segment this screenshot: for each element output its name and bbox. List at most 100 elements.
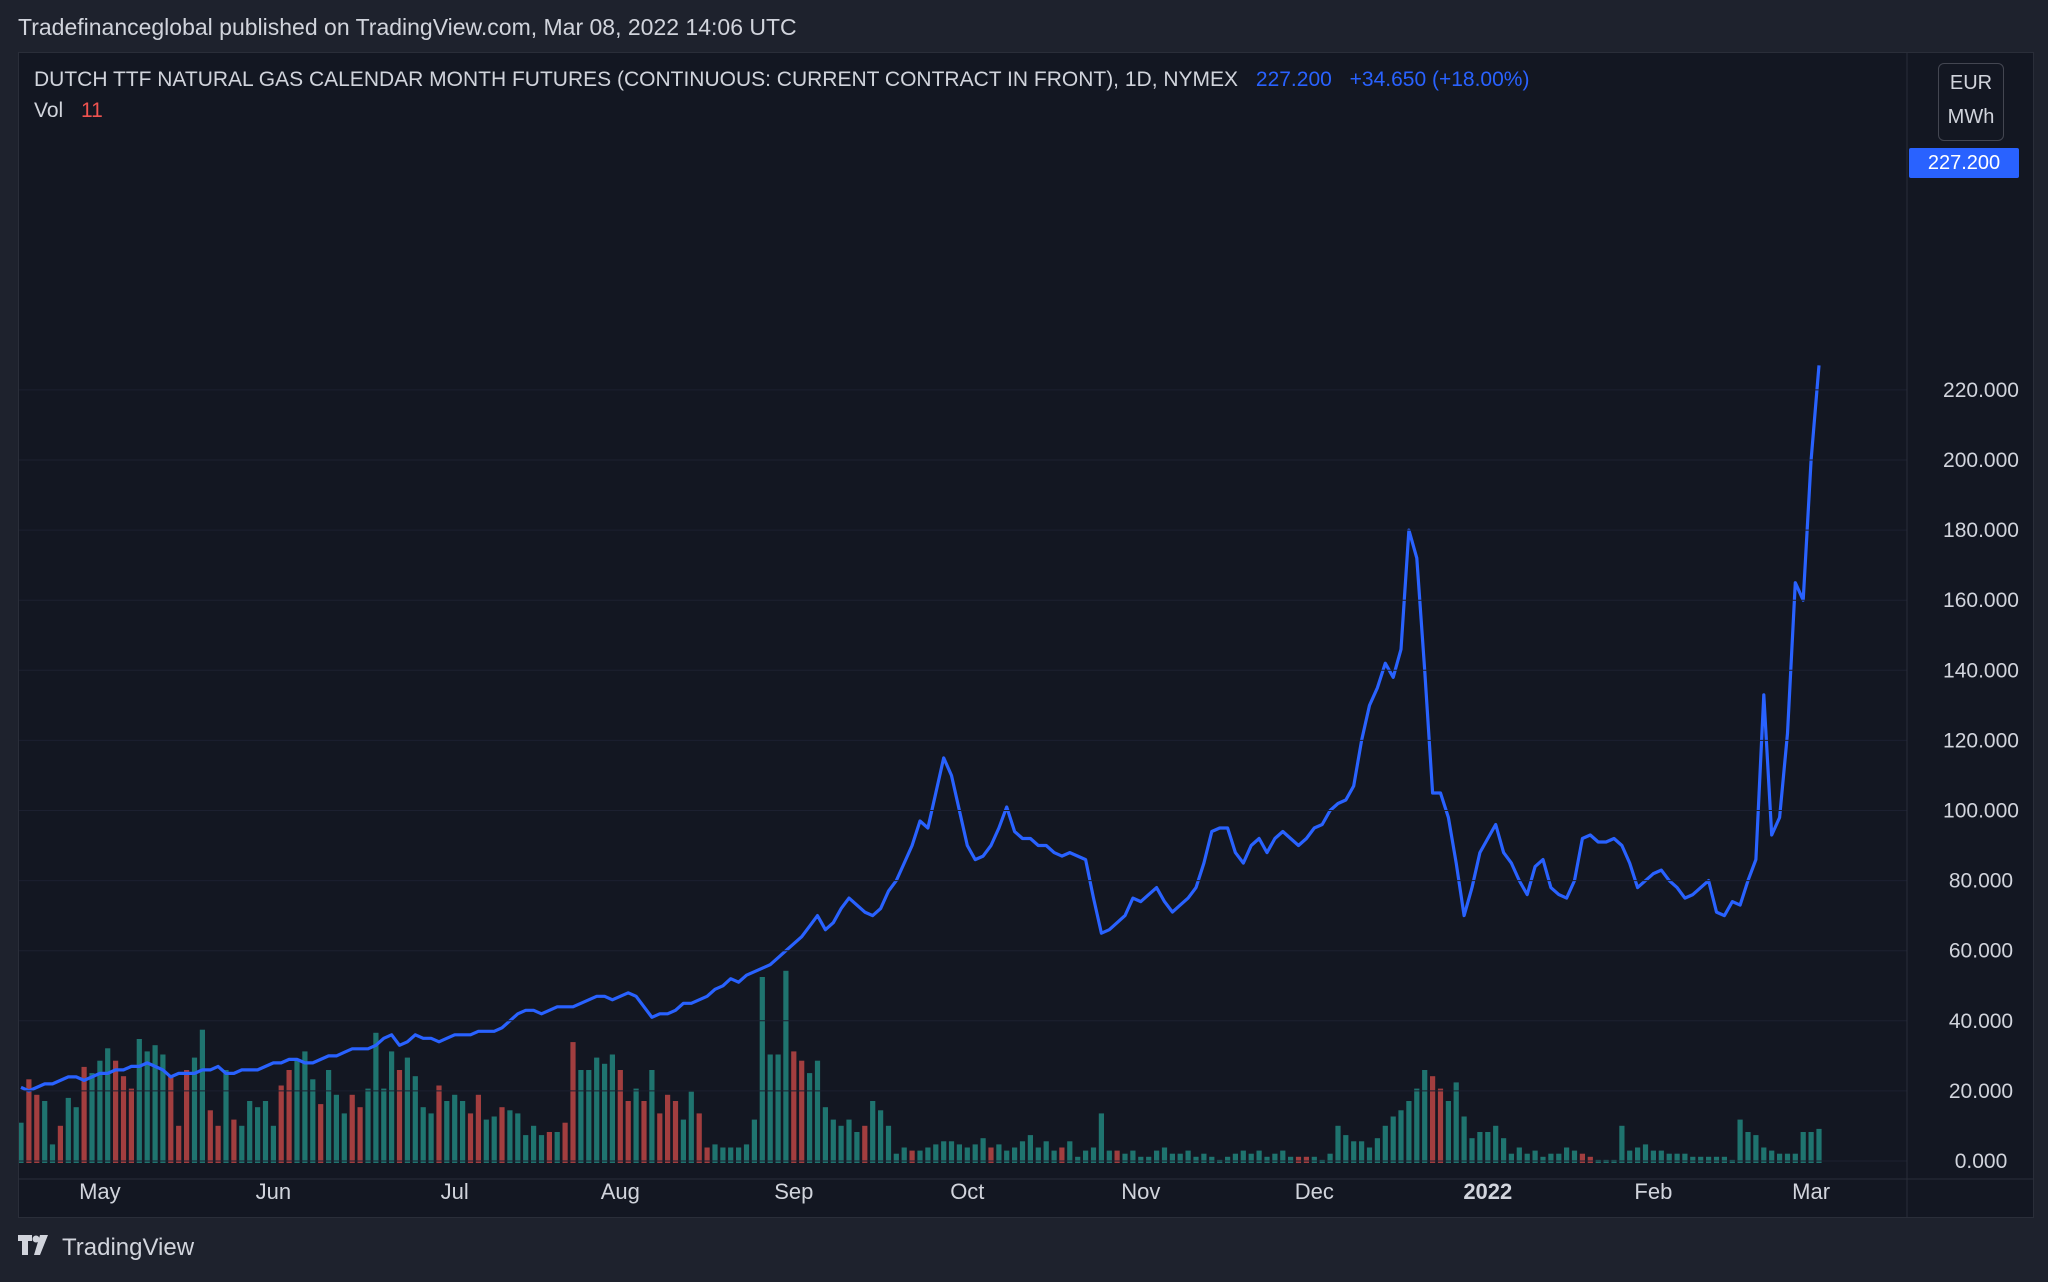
- volume-bar: [1288, 1156, 1294, 1163]
- volume-bar: [546, 1132, 552, 1163]
- volume-bar: [1619, 1125, 1625, 1163]
- volume-bar: [554, 1132, 560, 1163]
- symbol-title: DUTCH TTF NATURAL GAS CALENDAR MONTH FUT…: [34, 68, 1239, 91]
- price-chart[interactable]: 0.000 20.000 40.000 60.000 80.000 100.000 120.…: [19, 53, 2033, 1217]
- volume-bar: [688, 1091, 694, 1163]
- volume-bar: [239, 1125, 245, 1163]
- volume-bar: [925, 1147, 931, 1163]
- volume-bar: [649, 1070, 655, 1163]
- volume-bar: [310, 1079, 316, 1163]
- volume-bar: [105, 1048, 111, 1163]
- volume-bar: [712, 1144, 718, 1163]
- volume-bar: [1335, 1125, 1341, 1163]
- volume-bar: [594, 1057, 600, 1163]
- x-tick-label: 2022: [1463, 1179, 1512, 1204]
- energy-unit[interactable]: MWh: [1947, 106, 1995, 128]
- volume-bar: [128, 1088, 134, 1163]
- volume-bar: [617, 1070, 623, 1163]
- volume-bar: [1019, 1141, 1026, 1163]
- volume-bar: [1059, 1147, 1065, 1163]
- tradingview-logo-icon: [18, 1234, 54, 1262]
- volume-bar: [1004, 1150, 1010, 1163]
- volume-bar: [1075, 1156, 1081, 1163]
- volume-bar: [838, 1125, 844, 1163]
- volume-bar: [1493, 1125, 1499, 1163]
- volume-bar: [381, 1088, 387, 1163]
- volume-bar: [1808, 1132, 1814, 1163]
- y-tick-label: 120.000: [1943, 729, 2019, 752]
- volume-bar: [286, 1070, 292, 1163]
- volume-bar: [586, 1070, 592, 1163]
- volume-bar: [878, 1110, 884, 1163]
- volume-bar: [854, 1132, 860, 1163]
- volume-bar: [1327, 1153, 1333, 1163]
- volume-bar: [199, 1029, 205, 1163]
- volume-bar: [97, 1060, 103, 1163]
- volume-bar: [262, 1101, 269, 1163]
- volume-bar: [562, 1122, 568, 1163]
- volume-bar: [436, 1085, 442, 1163]
- volume-bar: [799, 1060, 805, 1163]
- tradingview-brand[interactable]: TradingView: [18, 1234, 194, 1262]
- volume-bar: [1272, 1153, 1278, 1163]
- volume-bar: [1161, 1147, 1168, 1163]
- volume-bar: [822, 1107, 828, 1163]
- volume-bar: [247, 1101, 253, 1163]
- volume-bar: [160, 1054, 166, 1163]
- volume-bar: [1635, 1147, 1641, 1163]
- volume-bar: [1090, 1147, 1097, 1163]
- volume-bar: [704, 1147, 710, 1163]
- volume-bar: [672, 1101, 679, 1163]
- volume-bar: [1587, 1156, 1593, 1163]
- volume-bar: [1248, 1153, 1254, 1163]
- volume-bar: [728, 1147, 734, 1163]
- volume-bar: [743, 1144, 750, 1163]
- volume-bar: [948, 1141, 955, 1163]
- volume-bar: [1106, 1150, 1112, 1163]
- volume-bar: [578, 1070, 584, 1163]
- volume-bar: [1556, 1153, 1562, 1163]
- volume-bar: [1706, 1156, 1712, 1163]
- volume-bar: [1682, 1153, 1688, 1163]
- volume-bar: [775, 1054, 781, 1163]
- brand-name: TradingView: [62, 1234, 195, 1261]
- price-line: [20, 365, 1821, 1093]
- volume-bar: [49, 1144, 56, 1163]
- volume-bar: [846, 1119, 852, 1163]
- unit-selector[interactable]: EUR MWh: [1938, 63, 2004, 141]
- volume-bar: [1485, 1132, 1491, 1163]
- chart-pane[interactable]: 0.000 20.000 40.000 60.000 80.000 100.000 120.…: [18, 52, 2034, 1218]
- volume-bar: [1280, 1150, 1286, 1163]
- volume-bar: [1177, 1153, 1183, 1163]
- volume-bar: [941, 1141, 947, 1163]
- volume-bar: [19, 1122, 24, 1163]
- volume-bar: [1122, 1153, 1128, 1163]
- volume-bar: [602, 1063, 608, 1163]
- volume-bar: [1713, 1156, 1720, 1163]
- volume-bar: [1516, 1147, 1522, 1163]
- volume-bar: [972, 1144, 978, 1163]
- volume-bar: [1012, 1147, 1018, 1163]
- volume-bar: [917, 1150, 923, 1163]
- y-tick-label: 160.000: [1943, 589, 2019, 612]
- volume-bar: [751, 1119, 757, 1163]
- currency-unit[interactable]: EUR: [1949, 72, 1993, 94]
- y-tick-label: 200.000: [1943, 449, 2019, 472]
- volume-bar: [1343, 1135, 1349, 1163]
- x-tick-label: Jul: [441, 1179, 469, 1204]
- volume-bar: [870, 1101, 876, 1163]
- volume-bar: [460, 1101, 466, 1163]
- volume-bar: [1406, 1101, 1412, 1163]
- x-tick-label: Dec: [1295, 1179, 1334, 1204]
- volume-bar: [475, 1094, 481, 1163]
- volume-bar: [523, 1135, 529, 1163]
- volume-bar: [1043, 1141, 1049, 1163]
- publisher-credit: Tradefinanceglobal published on TradingV…: [18, 14, 797, 40]
- y-tick-label: 140.000: [1943, 659, 2019, 682]
- volume-bar: [1642, 1144, 1649, 1163]
- volume-bar: [1035, 1147, 1041, 1163]
- volume-bar: [365, 1088, 371, 1163]
- volume-bar: [956, 1144, 962, 1163]
- volume-bar: [349, 1094, 355, 1163]
- volume-bar: [120, 1076, 127, 1163]
